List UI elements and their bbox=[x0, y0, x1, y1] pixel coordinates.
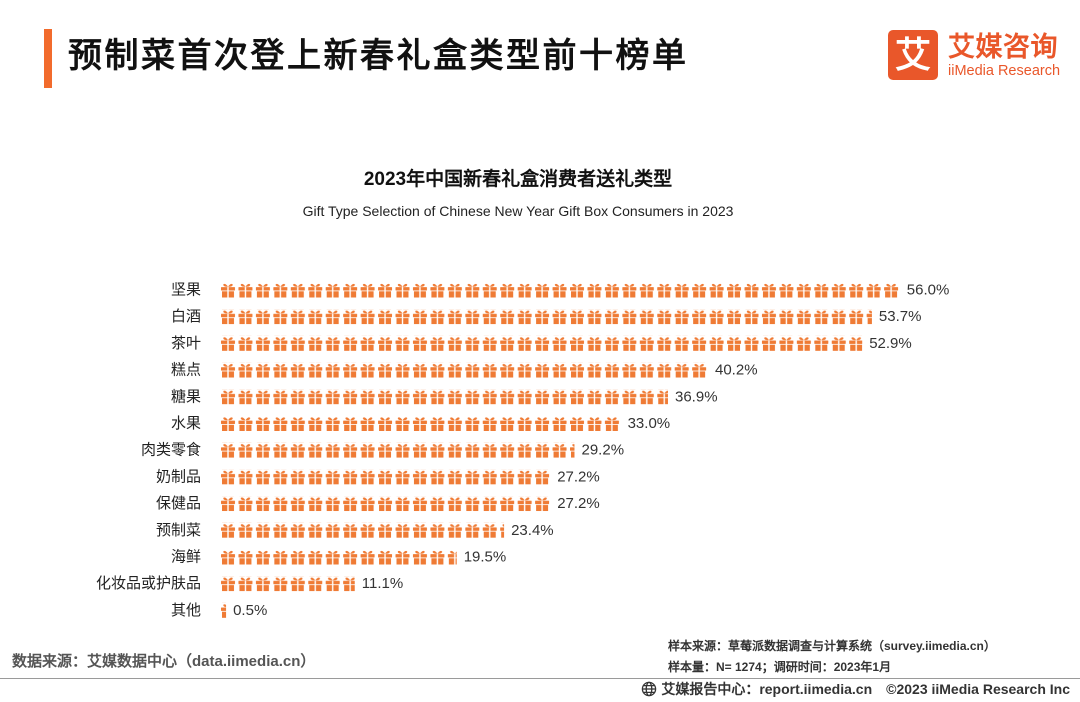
value-label: 53.7% bbox=[879, 308, 922, 325]
category-label: 糕点 bbox=[171, 362, 201, 379]
value-label: 0.5% bbox=[233, 602, 267, 619]
globe-icon bbox=[642, 681, 657, 697]
page-title: 预制菜首次登上新春礼盒类型前十榜单 bbox=[68, 37, 689, 75]
data-source: 数据来源：艾媒数据中心（data.iimedia.cn） bbox=[12, 653, 316, 670]
value-label: 27.2% bbox=[557, 468, 600, 485]
logo-name-en: iiMedia Research bbox=[948, 63, 1061, 79]
value-label: 36.9% bbox=[675, 388, 718, 405]
pictograph-bar bbox=[220, 549, 457, 565]
category-label: 奶制品 bbox=[156, 468, 201, 485]
pictograph-bar bbox=[220, 522, 505, 538]
logo-mark-char: 艾 bbox=[894, 34, 931, 75]
value-label: 27.2% bbox=[557, 495, 600, 512]
value-label: 19.5% bbox=[464, 549, 507, 566]
pictograph-bar bbox=[220, 442, 575, 458]
value-label: 29.2% bbox=[582, 442, 625, 459]
category-label: 肉类零食 bbox=[141, 442, 201, 459]
value-label: 33.0% bbox=[628, 415, 671, 432]
pictograph-bar bbox=[220, 496, 551, 512]
footer-divider bbox=[0, 678, 1080, 679]
category-label: 其他 bbox=[171, 602, 201, 619]
pictograph-bar bbox=[220, 282, 900, 298]
logo-name-cn: 艾媒咨询 bbox=[948, 32, 1058, 62]
bars-group: 坚果 56.0% 白酒 53.7% 茶叶 52.9% 糕点 40.2% 糖果 36.9% 水果 33.… bbox=[96, 282, 949, 619]
category-label: 海鲜 bbox=[171, 549, 201, 566]
category-label: 化妆品或护肤品 bbox=[96, 575, 201, 592]
pictograph-bar bbox=[220, 362, 709, 378]
pictograph-bar bbox=[220, 602, 227, 618]
category-label: 糖果 bbox=[171, 388, 201, 405]
sample-size: 样本量：N= 1274；调研时间：2023年1月 bbox=[668, 660, 892, 674]
pictograph-bar bbox=[220, 389, 668, 405]
logo-mark: 艾 bbox=[888, 30, 938, 80]
value-label: 11.1% bbox=[362, 575, 403, 592]
title-accent-bar bbox=[44, 29, 52, 88]
category-label: 保健品 bbox=[156, 495, 201, 512]
pictograph-bar bbox=[220, 469, 551, 485]
chart-title: 2023年中国新春礼盒消费者送礼类型 bbox=[363, 169, 673, 190]
category-label: 水果 bbox=[171, 415, 201, 432]
sample-source: 样本来源：草莓派数据调查与计算系统（survey.iimedia.cn） bbox=[668, 639, 996, 653]
chart-subtitle: Gift Type Selection of Chinese New Year … bbox=[302, 203, 734, 219]
pictograph-bar bbox=[220, 335, 863, 351]
report-center-link[interactable]: 艾媒报告中心：report.iimedia.cn bbox=[661, 681, 873, 697]
category-label: 茶叶 bbox=[171, 335, 201, 352]
pictograph-bar bbox=[220, 416, 621, 431]
value-label: 52.9% bbox=[869, 335, 912, 352]
pictograph-bar bbox=[220, 309, 872, 325]
category-label: 白酒 bbox=[171, 308, 201, 325]
value-label: 23.4% bbox=[511, 522, 554, 539]
pictograph-bar-chart: 坚果 56.0% 白酒 53.7% 茶叶 52.9% 糕点 40.2% 糖果 36.9% 水果 33.… bbox=[96, 282, 949, 619]
value-label: 40.2% bbox=[715, 362, 758, 379]
report-center-line: 艾媒报告中心：report.iimedia.cn ©2023 iiMedia R… bbox=[641, 680, 1070, 698]
copyright: ©2023 iiMedia Research Inc bbox=[886, 681, 1070, 697]
pictograph-bar bbox=[220, 576, 355, 592]
value-label: 56.0% bbox=[907, 282, 950, 299]
category-label: 坚果 bbox=[171, 282, 201, 299]
category-label: 预制菜 bbox=[156, 522, 201, 539]
